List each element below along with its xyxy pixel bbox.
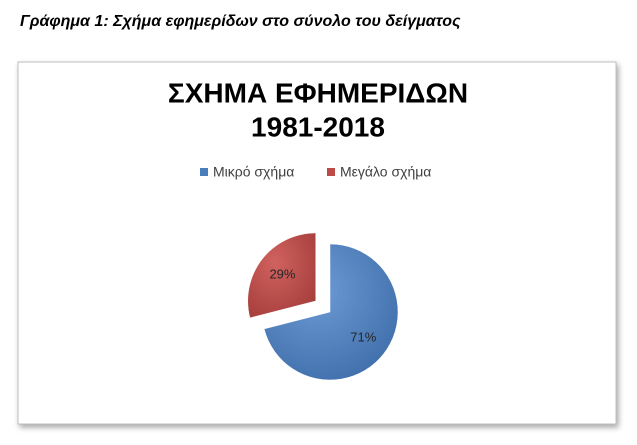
chart-title: 1981-2018 bbox=[251, 111, 385, 142]
legend-label: Μεγάλο σχήμα bbox=[340, 164, 431, 180]
legend-swatch bbox=[327, 168, 335, 176]
pie-slice bbox=[247, 232, 317, 319]
chart-title: ΣΧΗΜΑ ΕΦΗΜΕΡΙΔΩΝ bbox=[168, 77, 468, 108]
legend-label: Μικρό σχήμα bbox=[213, 164, 294, 180]
pie-slice bbox=[263, 243, 399, 381]
legend-swatch bbox=[200, 168, 208, 176]
caption: Γράφημα 1: Σχήμα εφημερίδων στο σύνολο τ… bbox=[20, 13, 461, 30]
chart: ΣΧΗΜΑ ΕΦΗΜΕΡΙΔΩΝ 1981-2018 Μικρό σχήμα Με… bbox=[168, 77, 468, 381]
data-label: 29% bbox=[269, 267, 295, 282]
data-label: 71% bbox=[350, 329, 376, 344]
